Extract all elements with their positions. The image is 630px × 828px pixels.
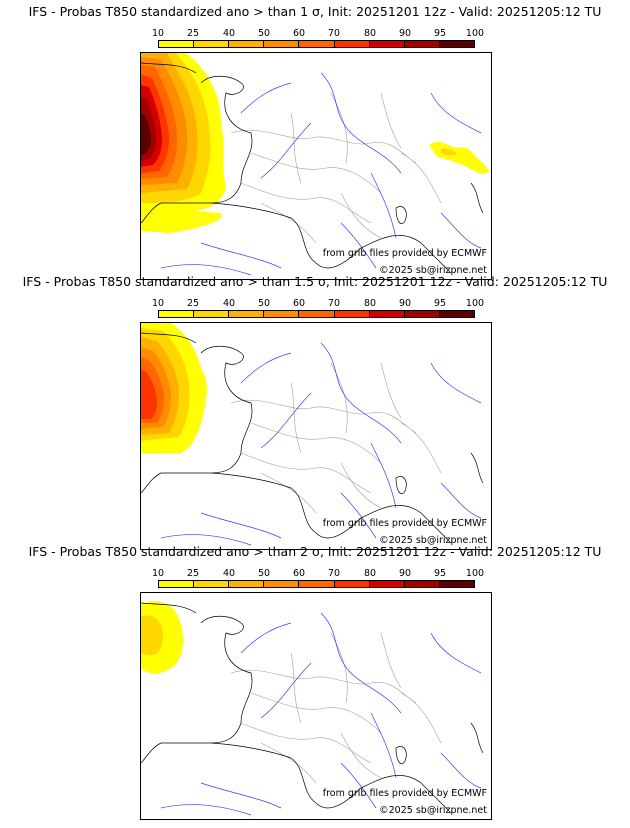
coastlines	[141, 62, 484, 274]
credit-copyright: ©2025 sb@irizpne.net	[379, 805, 487, 816]
colorbar-tick: 60	[292, 298, 306, 309]
coastlines	[141, 332, 484, 544]
colorbar-tick: 90	[398, 28, 412, 39]
colorbar-tick: 70	[327, 298, 341, 309]
colorbar-segment	[159, 311, 195, 317]
colorbar-segment	[299, 311, 335, 317]
colorbar-segment	[194, 311, 230, 317]
colorbar-tick: 95	[433, 568, 447, 579]
colorbar-segment	[194, 41, 230, 47]
colorbar-segment	[369, 311, 405, 317]
colorbar-tick: 10	[151, 298, 165, 309]
country-borders	[230, 362, 442, 514]
colorbar-segment	[404, 311, 440, 317]
colorbar-segment	[264, 311, 300, 317]
colorbar-tick: 10	[151, 568, 165, 579]
map-canvas	[141, 323, 484, 546]
panel-title: IFS - Probas T850 standardized ano > tha…	[28, 4, 602, 19]
map-canvas	[141, 53, 489, 276]
colorbar-segment	[404, 581, 440, 587]
colorbar-segment	[229, 311, 265, 317]
coastlines	[141, 602, 484, 814]
credit-source: from grib files provided by ECMWF	[322, 788, 487, 799]
colorbar-segment	[334, 41, 370, 47]
colorbar-labels: 10 25 40 50 60 70 80 90 95 100	[140, 298, 492, 309]
map-panel-2: IFS - Probas T850 standardized ano > tha…	[0, 274, 630, 550]
colorbar-tick: 40	[222, 28, 236, 39]
colorbar	[158, 580, 475, 588]
colorbar-tick: 80	[363, 28, 377, 39]
colorbar-segment	[334, 311, 370, 317]
colorbar-segment	[159, 581, 195, 587]
colorbar-segment	[264, 581, 300, 587]
colorbar-tick: 60	[292, 568, 306, 579]
colorbar-tick: 95	[433, 28, 447, 39]
colorbar-segment	[334, 581, 370, 587]
rivers	[160, 72, 482, 276]
colorbar-tick: 90	[398, 298, 412, 309]
colorbar-tick: 50	[257, 28, 271, 39]
probability-field	[141, 601, 183, 674]
colorbar-tick: 80	[363, 298, 377, 309]
country-borders	[230, 632, 442, 784]
colorbar-tick: 95	[433, 298, 447, 309]
colorbar-tick: 70	[327, 568, 341, 579]
panel-title: IFS - Probas T850 standardized ano > tha…	[28, 544, 602, 559]
colorbar-segment	[369, 41, 405, 47]
colorbar-tick: 100	[465, 298, 485, 309]
map-canvas	[141, 601, 484, 816]
credit-source: from grib files provided by ECMWF	[322, 248, 487, 259]
colorbar-segment	[264, 41, 300, 47]
colorbar	[158, 310, 475, 318]
colorbar	[158, 40, 475, 48]
map-panel-1: IFS - Probas T850 standardized ano > tha…	[0, 4, 630, 280]
colorbar-tick: 40	[222, 568, 236, 579]
colorbar-tick: 90	[398, 568, 412, 579]
credit-copyright: ©2025 sb@irizpne.net	[379, 535, 487, 546]
colorbar-tick: 100	[465, 28, 485, 39]
rivers	[160, 342, 482, 546]
colorbar-tick: 25	[186, 568, 200, 579]
colorbar-tick: 70	[327, 28, 341, 39]
colorbar-segment	[299, 41, 335, 47]
colorbar-tick: 100	[465, 568, 485, 579]
colorbar-tick: 50	[257, 298, 271, 309]
credit-source: from grib files provided by ECMWF	[322, 518, 487, 529]
probability-map: from grib files provided by ECMWF ©2025 …	[140, 52, 492, 280]
colorbar-segment	[439, 41, 474, 47]
country-borders	[230, 92, 442, 244]
colorbar-segment	[299, 581, 335, 587]
colorbar-segment	[439, 581, 474, 587]
probability-map: from grib files provided by ECMWF ©2025 …	[140, 322, 492, 550]
colorbar-segment	[159, 41, 195, 47]
colorbar-segment	[229, 581, 265, 587]
colorbar-tick: 40	[222, 298, 236, 309]
colorbar-tick: 25	[186, 298, 200, 309]
colorbar-segment	[229, 41, 265, 47]
colorbar-segment	[439, 311, 474, 317]
probability-field	[141, 323, 207, 453]
colorbar-tick: 60	[292, 28, 306, 39]
panel-title: IFS - Probas T850 standardized ano > tha…	[22, 274, 608, 289]
colorbar-segment	[194, 581, 230, 587]
colorbar-labels: 10 25 40 50 60 70 80 90 95 100	[140, 28, 492, 39]
map-panel-3: IFS - Probas T850 standardized ano > tha…	[0, 544, 630, 820]
rivers	[160, 612, 482, 816]
credit-copyright: ©2025 sb@irizpne.net	[379, 265, 487, 276]
colorbar-labels: 10 25 40 50 60 70 80 90 95 100	[140, 568, 492, 579]
colorbar-tick: 25	[186, 28, 200, 39]
colorbar-segment	[369, 581, 405, 587]
colorbar-tick: 50	[257, 568, 271, 579]
colorbar-tick: 10	[151, 28, 165, 39]
probability-field	[141, 53, 489, 233]
colorbar-segment	[404, 41, 440, 47]
probability-map: from grib files provided by ECMWF ©2025 …	[140, 592, 492, 820]
colorbar-tick: 80	[363, 568, 377, 579]
